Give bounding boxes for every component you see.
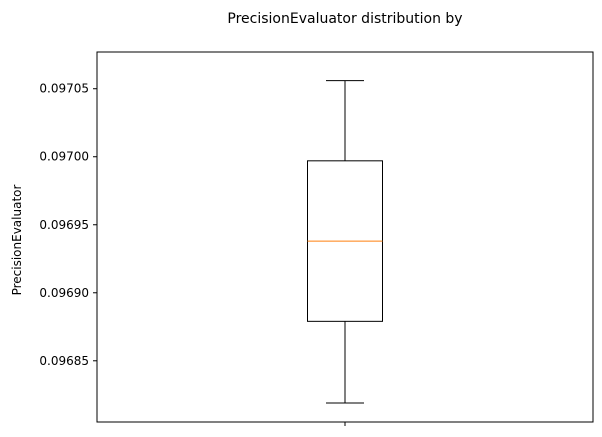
y-tick-label: 0.09690 bbox=[39, 286, 89, 300]
y-tick-label: 0.09685 bbox=[39, 354, 89, 368]
box-plot-series bbox=[307, 80, 383, 404]
y-tick-label: 0.09695 bbox=[39, 218, 89, 232]
y-axis-label: PrecisionEvaluator bbox=[10, 185, 24, 296]
y-tick-label: 0.09700 bbox=[39, 150, 89, 164]
y-tick-label: 0.09705 bbox=[39, 82, 89, 96]
chart-title: PrecisionEvaluator distribution by bbox=[227, 11, 462, 27]
y-axis: 0.09685 0.09690 0.09695 0.09700 0.09705 bbox=[39, 82, 97, 368]
